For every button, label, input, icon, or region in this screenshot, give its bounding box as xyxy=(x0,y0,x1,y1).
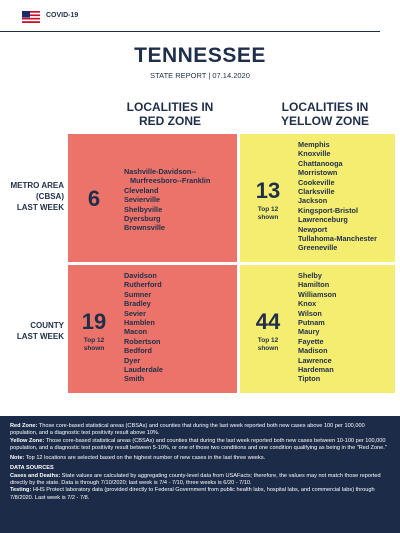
list-item: Cookeville xyxy=(298,177,335,187)
list-item: Cleveland xyxy=(124,185,159,195)
footer-definitions: Red Zone: Those core-based statistical a… xyxy=(0,416,400,533)
yellow-zone-heading-line1: LOCALITIES IN xyxy=(281,100,369,114)
testing-text: HHS Protect laboratory data (provided di… xyxy=(10,487,375,501)
county-red-list: Davidson Rutherford Sumner Bradley Sevie… xyxy=(124,271,163,384)
list-item: Jackson xyxy=(298,196,328,206)
top-divider xyxy=(0,31,380,32)
yellow-zone-definition: Yellow Zone: Those core-based statistica… xyxy=(10,438,392,453)
county-yellow-note: Top 12 shown xyxy=(257,337,279,352)
metro-yellow-list: Memphis Knoxville Chattanooga Morristown… xyxy=(298,140,377,253)
list-item: Greeneville xyxy=(298,243,338,253)
list-item: Davidson xyxy=(124,271,157,280)
note-label: Note: xyxy=(10,455,25,462)
red-zone-heading-line1: LOCALITIES IN xyxy=(126,100,214,114)
list-item: Maury xyxy=(298,327,320,337)
list-item: Tullahoma-Manchester xyxy=(298,234,377,244)
list-item: Madison xyxy=(298,346,328,356)
county-yellow-list: Shelby Hamilton Williamson Knox Wilson P… xyxy=(298,271,336,384)
county-yellow-count: 44 xyxy=(255,309,281,334)
list-item: Memphis xyxy=(298,140,330,149)
county-yellow-cell: 44 Top 12 shown Shelby Hamilton Williams… xyxy=(240,265,395,393)
county-red-note: Top 12 shown xyxy=(83,337,105,352)
report-date: STATE REPORT | 07.14.2020 xyxy=(150,71,250,80)
list-item: Wilson xyxy=(298,308,322,318)
testing-definition: Testing: HHS Protect laboratory data (pr… xyxy=(10,487,392,502)
red-zone-heading: LOCALITIES IN RED ZONE xyxy=(95,100,245,128)
yellow-zone-text: Those core-based statistical areas (CBSA… xyxy=(10,437,387,451)
county-red-cell: 19 Top 12 shown Davidson Rutherford Sumn… xyxy=(68,265,237,393)
red-zone-text: Those core-based statistical areas (CBSA… xyxy=(10,423,365,437)
list-item: Sumner xyxy=(124,289,152,299)
list-item: Knox xyxy=(298,299,317,309)
metro-yellow-note: Top 12 shown xyxy=(257,206,279,221)
list-item: Kingsport-Bristol xyxy=(298,205,358,215)
list-item: Smith xyxy=(124,374,145,384)
list-item: Hardeman xyxy=(298,365,334,375)
list-item: Sevier xyxy=(124,308,146,318)
county-red-count: 19 xyxy=(81,309,107,334)
list-item: Rutherford xyxy=(124,280,162,290)
list-item: Bedford xyxy=(124,346,152,356)
list-item: Shelby xyxy=(298,271,322,280)
data-sources-heading: DATA SOURCES xyxy=(10,465,392,472)
metro-red-list: Nashville-Davidson-- Murfreesboro--Frank… xyxy=(124,167,210,233)
sources-heading: DATA SOURCES xyxy=(10,465,54,472)
page-title: TENNESSEE xyxy=(134,44,266,67)
list-item: Dyer xyxy=(124,355,141,365)
county-row-heading: COUNTY LAST WEEK xyxy=(2,320,64,342)
top-bar: COVID-19 xyxy=(0,0,400,34)
yellow-zone-heading: LOCALITIES IN YELLOW ZONE xyxy=(250,100,400,128)
metro-row-line1: METRO AREA xyxy=(10,181,64,190)
yellow-zone-label: Yellow Zone: xyxy=(10,437,45,444)
testing-label: Testing: xyxy=(10,487,32,494)
list-item: Clarksville xyxy=(298,187,335,197)
metro-row-line2: (CBSA) xyxy=(36,192,64,201)
list-item: Williamson xyxy=(298,289,337,299)
list-item: Dyersburg xyxy=(124,214,161,224)
list-item: Tipton xyxy=(298,374,321,384)
list-item: Sevierville xyxy=(124,195,161,205)
us-flag-icon xyxy=(22,11,40,23)
metro-row-heading: METRO AREA (CBSA) LAST WEEK xyxy=(2,180,64,213)
list-item: Putnam xyxy=(298,318,325,328)
note-definition: Note: Top 12 locations are selected base… xyxy=(10,455,392,462)
list-item: Macon xyxy=(124,327,148,337)
yellow-zone-heading-line2: YELLOW ZONE xyxy=(281,114,369,128)
red-zone-heading-line2: RED ZONE xyxy=(138,114,201,128)
list-item: Shelbyville xyxy=(124,204,163,214)
list-item: Lauderdale xyxy=(124,365,163,375)
metro-red-cell: 6 Nashville-Davidson-- Murfreesboro--Fra… xyxy=(68,134,237,262)
list-item: Brownsville xyxy=(124,223,165,233)
metro-yellow-cell: 13 Top 12 shown Memphis Knoxville Chatta… xyxy=(240,134,395,262)
metro-yellow-count: 13 xyxy=(255,178,281,203)
list-item: Fayette xyxy=(298,336,324,346)
list-item: Hamblen xyxy=(124,318,155,328)
metro-row-line3: LAST WEEK xyxy=(16,203,64,212)
list-item: Nashville-Davidson-- xyxy=(124,167,197,176)
metro-red-count: 6 xyxy=(87,186,101,211)
list-item: Robertson xyxy=(124,336,161,346)
red-zone-label: Red Zone: xyxy=(10,423,38,429)
list-item: Bradley xyxy=(124,299,151,309)
list-item: Newport xyxy=(298,224,328,234)
brand-label: COVID-19 xyxy=(46,12,79,19)
list-item: Lawrence xyxy=(298,355,332,365)
cases-text: State values are calculated by aggregati… xyxy=(10,472,381,487)
note-text: Top 12 locations are selected based on t… xyxy=(24,455,266,462)
county-row-line2: LAST WEEK xyxy=(16,332,64,341)
list-item: Lawrenceburg xyxy=(298,215,348,225)
cases-definition: Cases and Deaths: State values are calcu… xyxy=(10,473,392,488)
list-item: Murfreesboro--Franklin xyxy=(130,176,211,186)
cases-label: Cases and Deaths: xyxy=(10,472,61,479)
red-zone-definition: Red Zone: Those core-based statistical a… xyxy=(10,423,392,438)
list-item: Hamilton xyxy=(298,280,330,290)
list-item: Morristown xyxy=(298,168,338,178)
county-row-line1: COUNTY xyxy=(30,321,64,330)
list-item: Chattanooga xyxy=(298,158,343,168)
list-item: Knoxville xyxy=(298,149,331,159)
